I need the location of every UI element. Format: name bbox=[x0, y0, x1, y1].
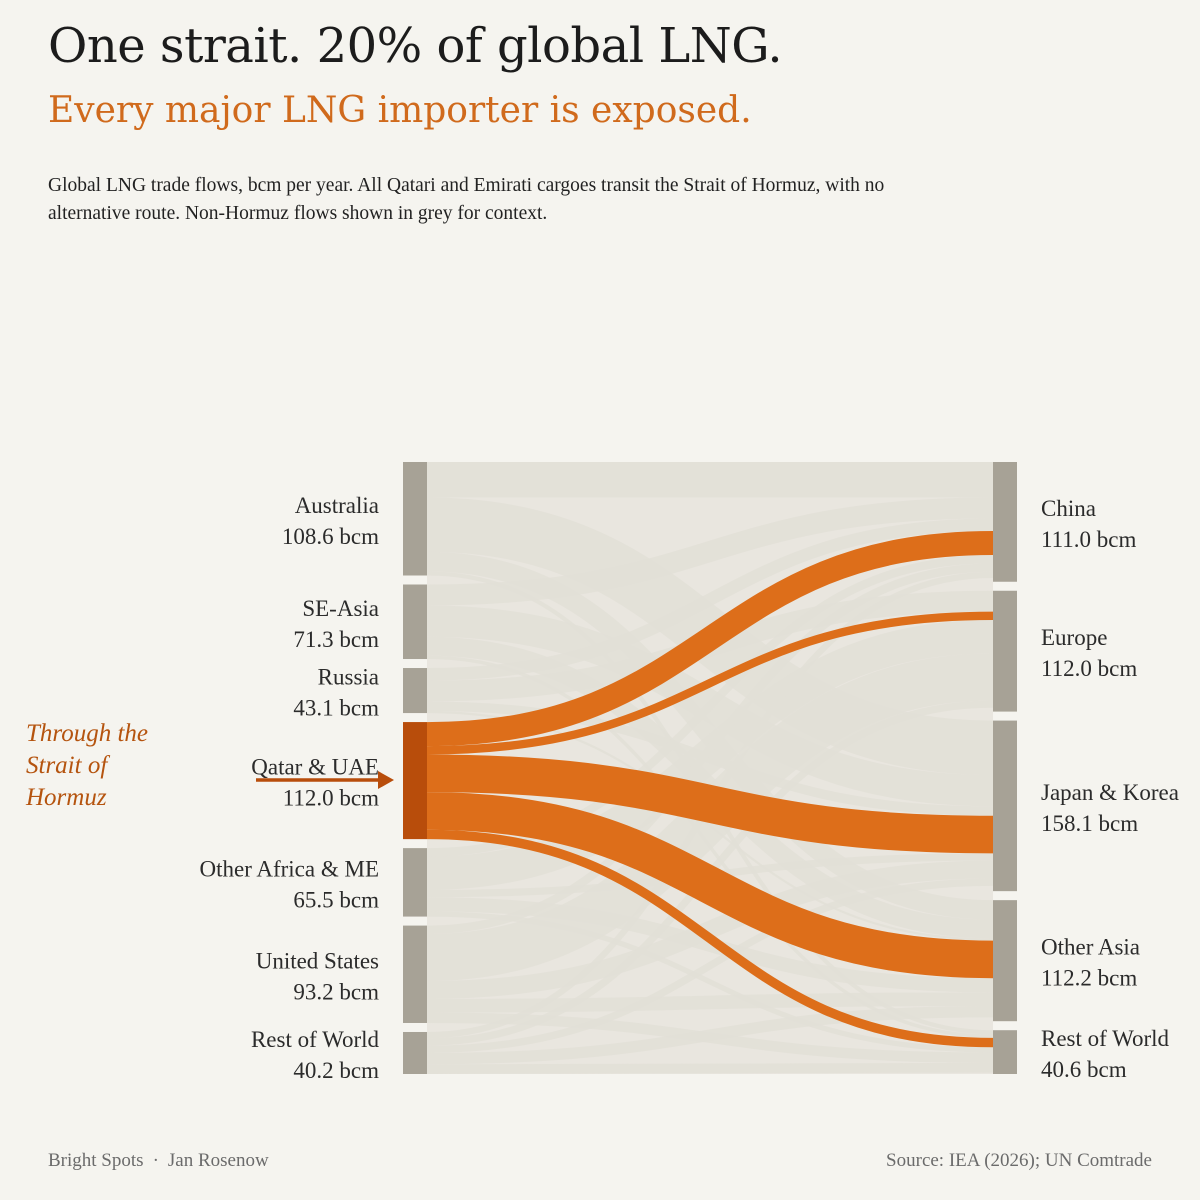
callout-line-1: Through the bbox=[26, 720, 148, 747]
source-node-russia bbox=[403, 668, 427, 714]
flow-se-asia-to-china bbox=[426, 497, 994, 606]
flow-united-states-to-other-asia bbox=[426, 992, 994, 1013]
source-name-united-states: United States bbox=[256, 948, 379, 973]
target-label-japan-and-korea: Japan & Korea 158.1 bcm bbox=[1041, 780, 1179, 836]
target-node-china bbox=[993, 462, 1017, 582]
flow-qatar-and-uae-to-japan-and-korea bbox=[426, 754, 994, 854]
source-label-other-africa-and-me: Other Africa & ME 65.5 bcm bbox=[200, 856, 380, 912]
source-node-qatar-and-uae bbox=[403, 722, 427, 840]
footer-source: Source: IEA (2026); UN Comtrade bbox=[886, 1150, 1152, 1171]
flow-rest-of-world-to-other-asia bbox=[426, 1006, 994, 1065]
target-value-japan-and-korea: 158.1 bcm bbox=[1041, 811, 1138, 836]
flow-qatar-and-uae-to-europe bbox=[426, 611, 994, 755]
target-value-rest-of-world: 40.6 bcm bbox=[1041, 1057, 1127, 1082]
target-node-other-asia bbox=[993, 900, 1017, 1022]
target-label-china: China 111.0 bcm bbox=[1041, 496, 1137, 552]
source-label-rest-of-world: Rest of World 40.2 bcm bbox=[251, 1027, 380, 1083]
target-name-japan-and-korea: Japan & Korea bbox=[1041, 780, 1179, 805]
target-node-japan-and-korea bbox=[993, 720, 1017, 892]
flow-qatar-and-uae-to-china bbox=[426, 530, 994, 747]
flow-qatar-and-uae-to-other-asia bbox=[426, 792, 994, 979]
chart-title: One strait. 20% of global LNG. bbox=[48, 18, 783, 74]
source-label-russia: Russia 43.1 bcm bbox=[293, 665, 379, 721]
hormuz-flows-group bbox=[426, 530, 994, 1048]
callout-arrow-head-icon bbox=[378, 771, 394, 789]
footer-separator: · bbox=[152, 1150, 159, 1171]
source-name-russia: Russia bbox=[318, 665, 379, 690]
source-label-qatar-and-uae: Qatar & UAE 112.0 bcm bbox=[251, 755, 379, 811]
footer-brand: Bright Spots bbox=[48, 1150, 144, 1171]
flow-united-states-to-japan-and-korea bbox=[426, 860, 994, 999]
source-value-united-states: 93.2 bcm bbox=[293, 979, 379, 1004]
source-node-rest-of-world bbox=[403, 1031, 427, 1074]
source-name-australia: Australia bbox=[295, 493, 379, 518]
footer-credit: Bright Spots · Jan Rosenow bbox=[48, 1150, 269, 1172]
source-node-australia bbox=[403, 462, 427, 576]
source-value-other-africa-and-me: 65.5 bcm bbox=[293, 887, 379, 912]
source-node-united-states bbox=[403, 925, 427, 1023]
target-value-europe: 112.0 bcm bbox=[1041, 656, 1137, 681]
nodes-group bbox=[403, 462, 1017, 1074]
flow-qatar-and-uae-to-rest-of-world bbox=[426, 829, 994, 1048]
chart-description: Global LNG trade flows, bcm per year. Al… bbox=[48, 175, 885, 224]
hormuz-callout: Through the Strait of Hormuz bbox=[25, 720, 394, 811]
chart-subtitle: Every major LNG importer is exposed. bbox=[48, 90, 752, 131]
callout-line-2: Strait of bbox=[26, 752, 110, 779]
source-name-se-asia: SE-Asia bbox=[302, 596, 379, 621]
flow-russia-to-china bbox=[426, 518, 994, 681]
source-name-other-africa-and-me: Other Africa & ME bbox=[200, 856, 379, 881]
source-label-australia: Australia 108.6 bcm bbox=[282, 493, 379, 549]
target-name-europe: Europe bbox=[1041, 625, 1107, 650]
target-label-rest-of-world: Rest of World 40.6 bcm bbox=[1041, 1026, 1170, 1082]
source-name-qatar-and-uae: Qatar & UAE bbox=[251, 755, 379, 780]
target-value-other-asia: 112.2 bcm bbox=[1041, 966, 1137, 991]
source-label-se-asia: SE-Asia 71.3 bcm bbox=[293, 596, 379, 652]
flow-united-states-to-china bbox=[426, 563, 994, 934]
source-value-australia: 108.6 bcm bbox=[282, 524, 379, 549]
labels-group: Australia 108.6 bcm SE-Asia 71.3 bcm Russia 4… bbox=[200, 493, 1179, 1083]
target-name-rest-of-world: Rest of World bbox=[1041, 1026, 1170, 1051]
target-node-rest-of-world bbox=[993, 1030, 1017, 1074]
source-value-russia: 43.1 bcm bbox=[293, 696, 379, 721]
source-node-se-asia bbox=[403, 584, 427, 660]
target-name-china: China bbox=[1041, 496, 1096, 521]
source-label-united-states: United States 93.2 bcm bbox=[256, 948, 379, 1004]
target-node-europe bbox=[993, 590, 1017, 712]
target-label-europe: Europe 112.0 bcm bbox=[1041, 625, 1137, 681]
target-label-other-asia: Other Asia 112.2 bcm bbox=[1041, 935, 1140, 991]
callout-line-3: Hormuz bbox=[25, 784, 107, 811]
source-value-se-asia: 71.3 bcm bbox=[293, 627, 379, 652]
source-value-qatar-and-uae: 112.0 bcm bbox=[283, 786, 379, 811]
source-value-rest-of-world: 40.2 bcm bbox=[293, 1058, 379, 1083]
footer-author: Jan Rosenow bbox=[167, 1150, 269, 1171]
flow-rest-of-world-to-rest-of-world bbox=[426, 1062, 994, 1074]
source-name-rest-of-world: Rest of World bbox=[251, 1027, 380, 1052]
target-name-other-asia: Other Asia bbox=[1041, 935, 1140, 960]
flow-rest-of-world-to-japan-and-korea bbox=[426, 878, 994, 1053]
target-value-china: 111.0 bcm bbox=[1041, 527, 1137, 552]
source-node-other-africa-and-me bbox=[403, 848, 427, 917]
